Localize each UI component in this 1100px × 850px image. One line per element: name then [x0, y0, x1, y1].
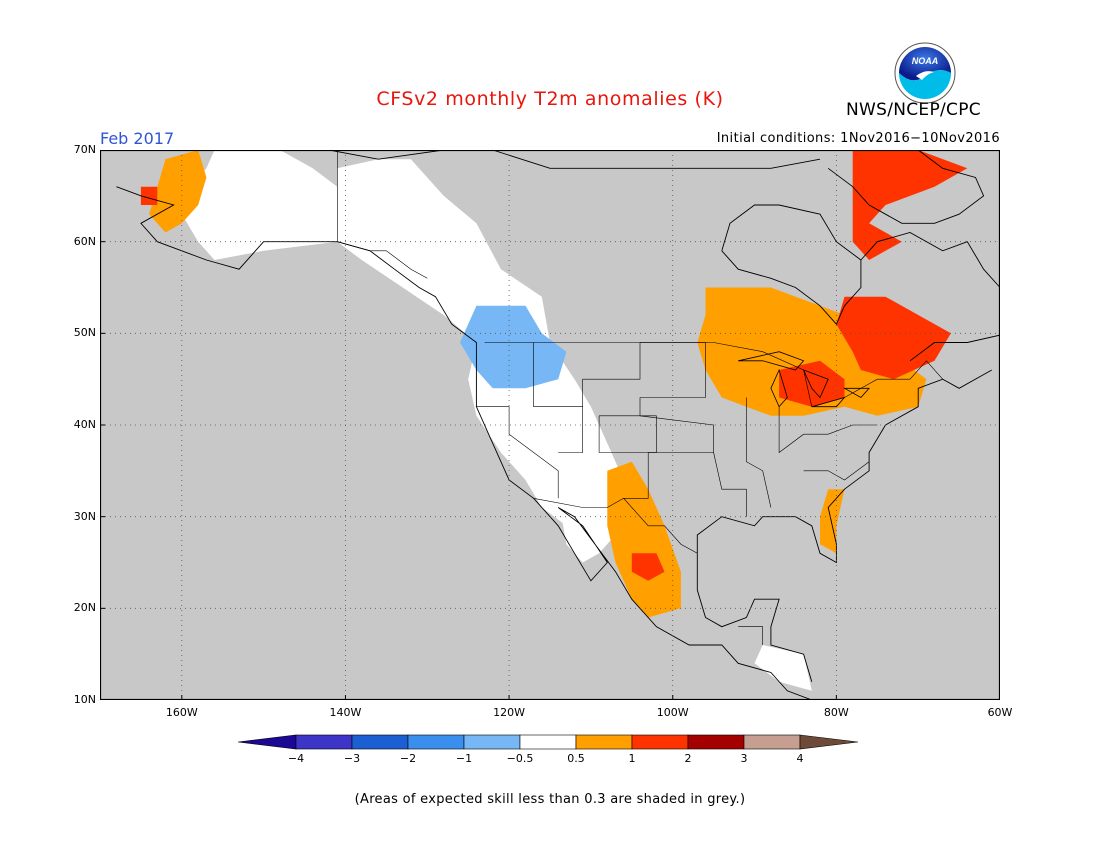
border-line-2 — [484, 342, 943, 408]
anomaly-region-10 — [820, 489, 845, 554]
anomaly-region-3 — [149, 150, 207, 233]
coastline-4 — [721, 204, 862, 326]
colorbar-max-arrow — [799, 734, 859, 750]
colorbar-label-0: −4 — [287, 752, 305, 765]
colorbar-swatch-9 — [743, 734, 801, 750]
coastline-3 — [261, 150, 821, 169]
anomaly-region-13 — [754, 645, 812, 691]
coastlines — [116, 150, 1000, 700]
colorbar-label-9: 4 — [796, 752, 804, 765]
colorbar-swatch-8 — [687, 734, 745, 750]
organization-label: NWS/NCEP/CPC — [846, 100, 981, 120]
noaa-logo: NOAA — [894, 42, 956, 104]
anomaly-region-0 — [181, 150, 338, 260]
valid-month-label: Feb 2017 — [100, 129, 175, 148]
anomaly-region-8 — [779, 360, 845, 407]
coastline-2 — [696, 553, 813, 682]
colorbar-label-7: 2 — [684, 752, 692, 765]
colorbar-min-arrow — [238, 734, 297, 750]
political-borders — [337, 150, 943, 645]
border-line-7 — [558, 406, 584, 453]
border-line-11 — [713, 452, 747, 517]
colorbar-label-6: 1 — [628, 752, 636, 765]
colorbar-swatch-6 — [575, 734, 633, 750]
colorbar-swatch-2 — [351, 734, 409, 750]
colorbar-swatch-4 — [463, 734, 521, 750]
colorbar-swatch-3 — [407, 734, 465, 750]
border-line-1 — [337, 241, 428, 279]
coastline-6 — [827, 150, 985, 224]
lon-label-5: 60W — [987, 706, 1013, 719]
colorbar-label-1: −3 — [343, 752, 361, 765]
border-line-4 — [738, 626, 764, 645]
lon-label-1: 140W — [329, 706, 362, 719]
anomaly-region-5 — [460, 305, 567, 389]
lat-label-2: 50N — [73, 326, 96, 340]
border-line-12 — [746, 397, 772, 508]
lon-label-4: 80W — [823, 706, 849, 719]
lon-label-3: 100W — [656, 706, 689, 719]
lat-label-0: 70N — [73, 143, 96, 156]
border-line-3 — [533, 497, 698, 554]
lon-label-0: 160W — [165, 706, 198, 719]
border-line-5 — [533, 342, 641, 408]
anomaly-region-9 — [852, 150, 968, 260]
lon-label-2: 120W — [493, 706, 526, 719]
lake-outline-0 — [738, 351, 805, 371]
lake-outline-2 — [802, 369, 829, 399]
anomaly-region-7 — [836, 296, 951, 380]
anomaly-region-12 — [631, 553, 665, 581]
skill-footnote: (Areas of expected skill less than 0.3 a… — [354, 792, 746, 807]
anomaly-region-4 — [140, 186, 158, 205]
colorbar-label-3: −1 — [455, 752, 473, 765]
colorbar-label-8: 3 — [740, 752, 748, 765]
colorbar-label-4: −0.5 — [506, 752, 534, 765]
coastline-0 — [116, 186, 813, 700]
border-line-6 — [476, 406, 559, 499]
lat-label-3: 40N — [73, 418, 96, 431]
border-line-13 — [778, 406, 878, 454]
graticule — [100, 150, 1000, 700]
colorbar-swatch-7 — [631, 734, 689, 750]
colorbar-label-5: 0.5 — [567, 752, 585, 765]
map-frame — [100, 150, 1000, 700]
colorbar — [238, 734, 859, 750]
logo-text: NOAA — [912, 56, 939, 66]
initial-conditions-label: Initial conditions: 1Nov2016−10Nov2016 — [716, 131, 1000, 146]
coastline-1 — [696, 369, 993, 564]
map-title: CFSv2 monthly T2m anomalies (K) — [376, 88, 724, 110]
border-line-9 — [640, 342, 706, 398]
colorbar-swatch-5 — [519, 734, 577, 750]
lat-label-1: 60N — [73, 234, 96, 248]
lat-label-4: 30N — [73, 509, 96, 523]
lat-label-6: 10N — [73, 693, 96, 706]
colorbar-label-2: −2 — [399, 752, 417, 765]
coastline-5 — [860, 232, 1000, 362]
colorbar-swatch-1 — [295, 734, 353, 750]
anomaly-map — [100, 150, 1000, 700]
lat-label-5: 20N — [73, 601, 96, 615]
